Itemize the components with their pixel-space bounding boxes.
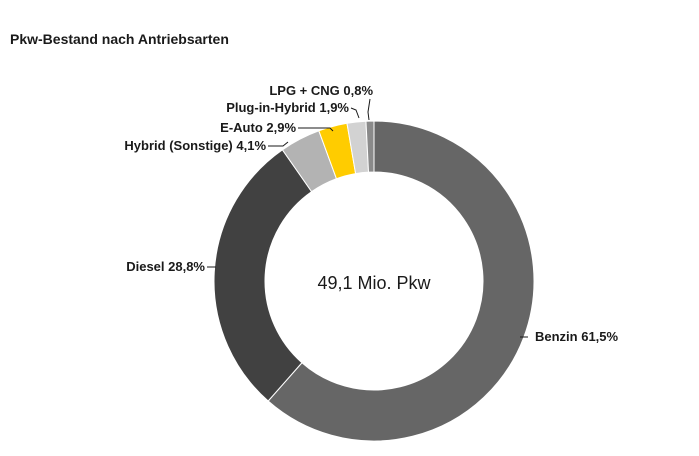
slice-benzin [267, 120, 535, 442]
label-diesel: Diesel 28,8% [126, 259, 205, 274]
label-benzin: Benzin 61,5% [535, 329, 619, 344]
chart-title: Pkw-Bestand nach Antriebsarten [10, 31, 229, 47]
label-e-auto: E-Auto 2,9% [220, 120, 296, 135]
center-label: 49,1 Mio. Pkw [317, 273, 431, 293]
label-hybrid-sonstige: Hybrid (Sonstige) 4,1% [124, 138, 266, 153]
label-plug-in-hybrid: Plug-in-Hybrid 1,9% [226, 100, 349, 115]
slice-diesel [213, 149, 313, 402]
label-lpg-cng: LPG + CNG 0,8% [269, 83, 373, 98]
slice-lpg-cng [365, 120, 375, 173]
leader-line [298, 127, 334, 132]
leader-line [350, 107, 360, 119]
leader-line [268, 141, 289, 147]
leader-line [367, 98, 371, 121]
